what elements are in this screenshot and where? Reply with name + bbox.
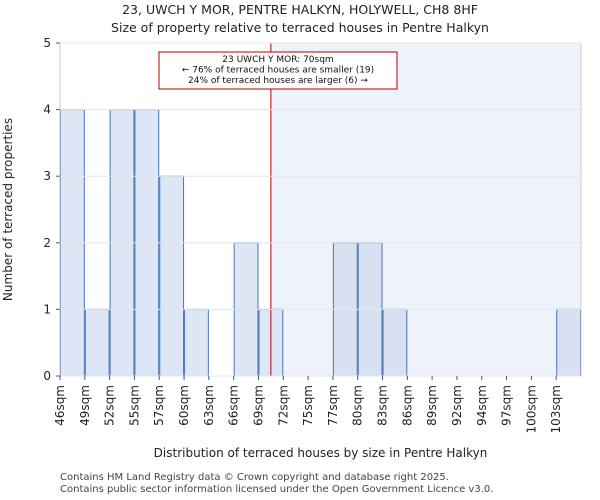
x-tick-label: 52sqm [103, 385, 117, 426]
y-tick-label: 4 [43, 103, 51, 117]
annotation-line-2: ← 76% of terraced houses are smaller (19… [182, 66, 374, 76]
x-tick-label: 63sqm [202, 385, 216, 426]
annotation-line-1: 23 UWCH Y MOR: 70sqm [222, 55, 333, 65]
bar-57sqm [159, 175, 185, 377]
annotation-frame [158, 51, 398, 90]
y-tick-label: 2 [43, 236, 51, 250]
bar-49sqm [84, 308, 110, 377]
x-tick-label: 75sqm [301, 385, 315, 426]
x-tick-label: 80sqm [351, 385, 365, 426]
x-tick-label: 100sqm [524, 385, 538, 433]
y-tick-label: 1 [43, 302, 51, 316]
x-tick-label: 77sqm [326, 385, 340, 426]
chart-title-address: 23, UWCH Y MOR, PENTRE HALKYN, HOLYWELL,… [122, 2, 478, 17]
x-axis-label: Distribution of terraced houses by size … [154, 446, 488, 460]
bar-103sqm [556, 308, 582, 377]
y-axis-label: Number of terraced properties [1, 118, 15, 301]
x-tick-label: 97sqm [500, 385, 514, 426]
x-tick-label: 92sqm [450, 385, 464, 426]
x-tick-label: 66sqm [227, 385, 241, 426]
footer-copyright: Contains HM Land Registry data © Crown c… [60, 472, 449, 483]
bar-83sqm [382, 308, 408, 377]
x-tick-label: 94sqm [475, 385, 489, 426]
annotation-line-3: 24% of terraced houses are larger (6) → [188, 76, 368, 86]
larger-region-shade [270, 43, 581, 376]
y-tick-label: 5 [43, 36, 51, 50]
chart-title: Size of property relative to terraced ho… [111, 20, 489, 35]
x-tick-label: 60sqm [177, 385, 191, 426]
x-tick-label: 72sqm [276, 385, 290, 426]
x-tick-label: 103sqm [549, 385, 563, 433]
x-tick-label: 49sqm [78, 385, 92, 426]
y-tick-label: 0 [43, 369, 51, 383]
x-tick-label: 57sqm [152, 385, 166, 426]
x-tick-label: 46sqm [53, 385, 67, 426]
bar-60sqm [184, 308, 209, 377]
x-tick-label: 83sqm [376, 385, 390, 426]
annotation-box: 23 UWCH Y MOR: 70sqm ← 76% of terraced h… [158, 51, 398, 90]
x-tick-label: 69sqm [251, 385, 265, 426]
x-tick-label: 89sqm [425, 385, 439, 426]
footer-licence: Contains public sector information licen… [60, 484, 494, 495]
y-tick-label: 3 [43, 169, 51, 183]
x-tick-label: 55sqm [127, 385, 141, 426]
x-tick-label: 86sqm [400, 385, 414, 426]
